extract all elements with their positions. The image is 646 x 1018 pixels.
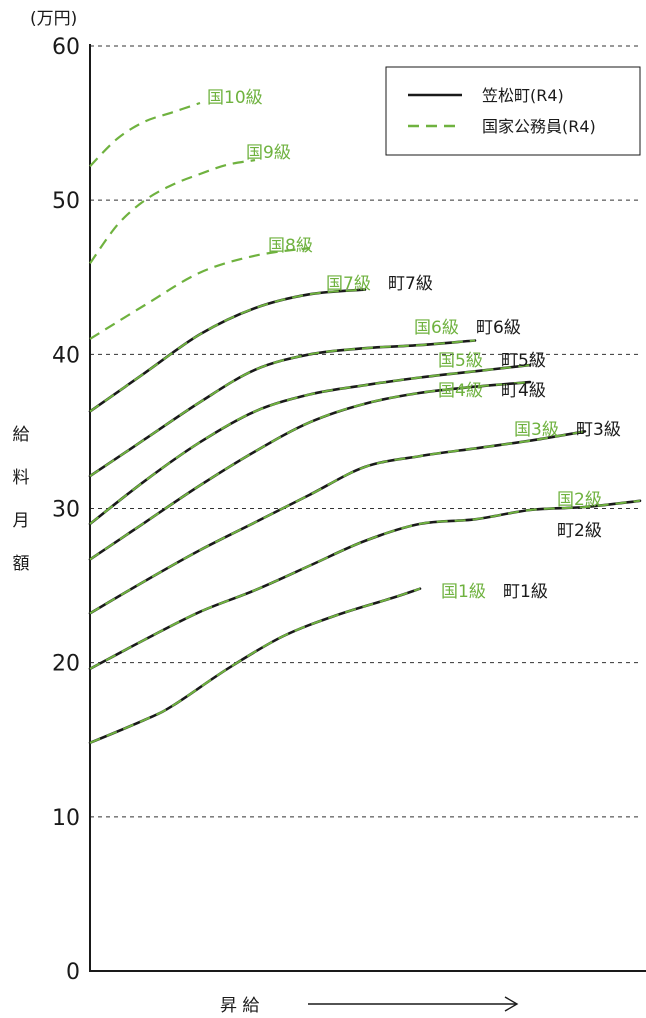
axes <box>89 44 646 972</box>
y-tick-label: 10 <box>52 806 80 831</box>
grid-lines <box>90 45 640 818</box>
series-labels: 国1級 町1級 国2級町2級 国3級 町3級 国4級 町4級国5級 町5級 国6級 町6級 国7級町… <box>207 88 621 602</box>
town-series-label: 町4級 <box>501 381 546 401</box>
gov-series-line-grade-1 <box>89 587 421 744</box>
y-tick-labels: 0 10 20 30 40 50 60 <box>52 35 80 985</box>
gov-series-label: 国2級 <box>557 490 602 510</box>
y-tick-label: 40 <box>52 343 80 368</box>
town-series-line-grade-1 <box>88 587 422 745</box>
gov-series-line-grade-7 <box>89 288 366 413</box>
y-tick-label: 60 <box>52 35 80 60</box>
gov-series-line-grade-2 <box>89 499 641 670</box>
legend-box <box>385 66 641 156</box>
x-axis-label-group: 昇 給 <box>220 996 519 1016</box>
gov-series-label: 国6級 <box>414 318 459 338</box>
y-axis-label-char: 額 <box>13 554 30 574</box>
town-series-label: 町1級 <box>503 582 548 602</box>
gov-series-label: 国5級 <box>438 351 483 371</box>
y-axis-label-char: 月 <box>13 511 30 531</box>
x-axis-arrow-head <box>504 996 519 1012</box>
gov-series-label: 国8級 <box>268 236 313 256</box>
gov-series-label: 国1級 <box>441 582 486 602</box>
gov-series-line-grade-3 <box>89 430 586 615</box>
gov-series-label: 国3級 <box>514 420 559 440</box>
gov-series-line-grade-4 <box>89 381 531 561</box>
town-series-label: 町3級 <box>576 420 621 440</box>
gov-series-label: 国10級 <box>207 88 263 108</box>
unit-label: (万円) <box>30 9 77 29</box>
town-series-label: 町2級 <box>557 521 602 541</box>
gov-series-line-grade-5 <box>89 364 531 525</box>
gov-series-label: 国9級 <box>246 143 291 163</box>
town-series-line-grade-4 <box>88 380 532 561</box>
y-axis-label-char: 給 <box>13 425 30 445</box>
gov-series-line-grade-8 <box>89 246 311 340</box>
gov-series-line-grade-9 <box>89 159 256 265</box>
gov-series-label: 国4級 <box>438 381 483 401</box>
town-series-label: 町7級 <box>388 274 433 294</box>
y-tick-label: 50 <box>52 189 80 214</box>
gov-series-line-grade-10 <box>89 101 201 168</box>
town-series-label: 町5級 <box>501 351 546 371</box>
town-series-line-grade-6 <box>88 339 477 478</box>
y-axis-label-char: 料 <box>13 468 30 488</box>
y-tick-label: 0 <box>66 960 80 985</box>
y-tick-label: 30 <box>52 498 80 523</box>
y-tick-label: 20 <box>52 652 80 677</box>
x-axis-label: 昇 給 <box>220 996 259 1016</box>
legend-label-town: 笠松町(R4) <box>482 86 564 105</box>
town-series-label: 町6級 <box>476 318 521 338</box>
legend: 笠松町(R4) 国家公務員(R4) <box>385 66 641 156</box>
legend-label-gov: 国家公務員(R4) <box>482 117 596 136</box>
series-lines <box>88 101 642 745</box>
gov-series-label: 国7級 <box>326 274 371 294</box>
town-series-line-grade-7 <box>88 288 367 413</box>
